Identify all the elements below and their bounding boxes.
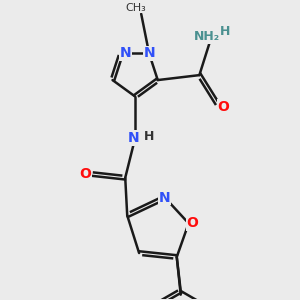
Text: N: N	[127, 131, 139, 145]
Text: O: O	[80, 167, 92, 181]
Text: O: O	[217, 100, 229, 114]
Text: N: N	[143, 46, 155, 61]
Text: H: H	[220, 25, 230, 38]
Text: CH₃: CH₃	[126, 3, 147, 13]
Text: NH₂: NH₂	[194, 30, 220, 43]
Text: O: O	[187, 216, 199, 230]
Text: N: N	[159, 190, 171, 205]
Text: H: H	[144, 130, 154, 142]
Text: N: N	[119, 46, 131, 61]
